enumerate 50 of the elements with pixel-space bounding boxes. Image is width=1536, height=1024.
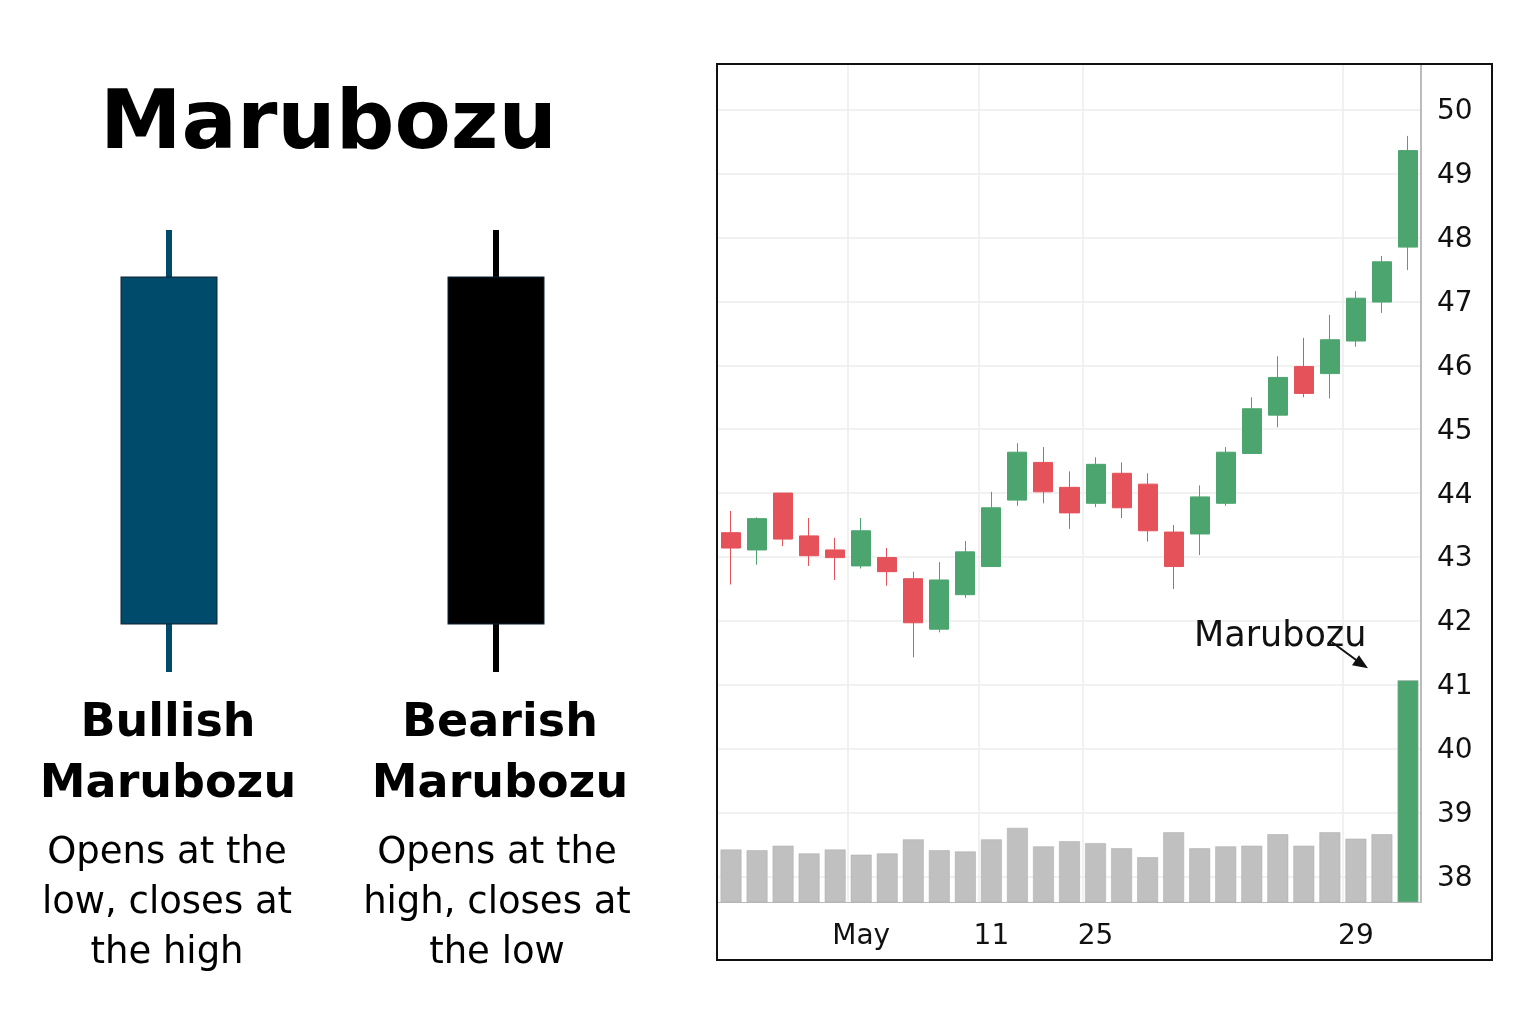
candlestick xyxy=(1268,355,1288,428)
candlestick xyxy=(1190,484,1210,556)
candlestick xyxy=(1216,446,1236,507)
candlestick xyxy=(799,517,819,567)
candlestick xyxy=(929,561,949,633)
candlestick xyxy=(1007,442,1027,507)
y-tick-label: 47 xyxy=(1437,284,1473,318)
candlestick xyxy=(851,517,871,569)
candlestick xyxy=(747,516,767,566)
candlestick xyxy=(877,547,897,587)
candlestick xyxy=(1294,337,1314,398)
y-tick-label: 41 xyxy=(1437,668,1473,702)
candlestick xyxy=(1320,314,1340,400)
text: Bullish Marubozu xyxy=(38,692,298,810)
text: Bearish Marubozu xyxy=(370,692,630,810)
x-tick-label: 11 xyxy=(973,917,1010,951)
y-tick-label: 38 xyxy=(1437,859,1473,893)
y-tick-label: 43 xyxy=(1437,540,1473,574)
x-tick-label: 29 xyxy=(1338,917,1374,951)
candlestick xyxy=(1398,135,1418,271)
text: Marubozu xyxy=(100,72,557,167)
candlestick xyxy=(1086,456,1106,508)
candlestick xyxy=(825,537,845,581)
candlestick xyxy=(981,491,1001,568)
candlestick xyxy=(1242,396,1262,454)
y-tick-label: 46 xyxy=(1437,348,1473,382)
y-tick-label: 44 xyxy=(1437,476,1473,510)
candlestick xyxy=(1372,255,1392,314)
candlestick xyxy=(1112,461,1132,519)
y-tick-label: 40 xyxy=(1437,732,1473,766)
y-tick-label: 42 xyxy=(1437,604,1473,638)
candlestick xyxy=(1138,472,1158,543)
y-tick-label: 39 xyxy=(1437,796,1473,830)
y-tick-label: 48 xyxy=(1437,221,1473,255)
text: Opens at the low, closes at the high xyxy=(40,828,294,974)
candlestick xyxy=(1033,446,1053,504)
y-tick-label: 45 xyxy=(1437,412,1473,446)
text: Opens at the high, closes at the low xyxy=(362,828,632,974)
y-tick-label: 49 xyxy=(1437,157,1473,191)
candlestick xyxy=(773,492,793,547)
candlestick xyxy=(1059,470,1080,530)
annotation: Marubozu xyxy=(1193,613,1367,654)
candlestick xyxy=(955,540,975,599)
candlestick xyxy=(1346,290,1366,348)
candlestick xyxy=(903,571,923,658)
y-tick-label: 50 xyxy=(1437,93,1473,127)
candlestick xyxy=(721,510,741,585)
x-tick-label: 25 xyxy=(1077,917,1114,951)
candlestick xyxy=(1164,524,1184,590)
x-tick-label: May xyxy=(832,917,891,951)
